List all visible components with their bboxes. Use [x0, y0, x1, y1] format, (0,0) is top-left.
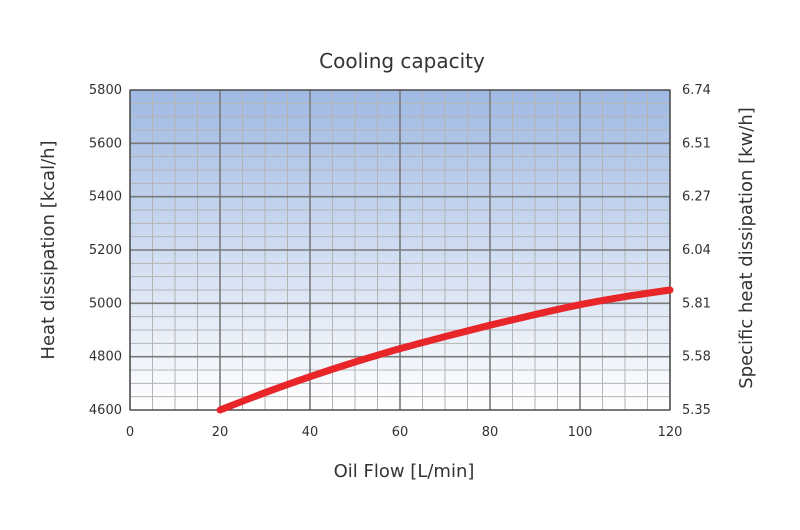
y2-tick-label: 6.27: [682, 190, 711, 205]
y2-tick-label: 5.81: [682, 296, 711, 311]
x-tick-label: 20: [212, 425, 229, 440]
x-tick-labels: 0 20 40 60 80 100 120: [126, 425, 683, 440]
x-tick-label: 80: [482, 425, 499, 440]
x-tick-label: 100: [568, 425, 593, 440]
y2-tick-labels: 5.35 5.58 5.81 6.04 6.27 6.51 6.74: [682, 83, 711, 418]
x-tick-label: 40: [302, 425, 319, 440]
x-tick-label: 60: [392, 425, 409, 440]
y-tick-label: 5000: [89, 296, 122, 311]
y-tick-label: 5600: [89, 136, 122, 151]
y2-tick-label: 6.51: [682, 136, 711, 151]
series-layer: [216, 286, 674, 414]
y-tick-labels: 4600 4800 5000 5200 5400 5600 5800: [89, 83, 122, 418]
y-tick-label: 5800: [89, 83, 122, 98]
chart-title: Cooling capacity: [319, 49, 485, 73]
y-tick-label: 5400: [89, 190, 122, 205]
y-tick-label: 4600: [89, 403, 122, 418]
series-line: [216, 286, 674, 414]
y2-tick-label: 6.74: [682, 83, 711, 98]
y-axis-label: Heat dissipation [kcal/h]: [38, 140, 59, 359]
y-tick-label: 5200: [89, 243, 122, 258]
y-tick-label: 4800: [89, 350, 122, 365]
y2-tick-label: 6.04: [682, 243, 711, 258]
x-tick-label: 120: [658, 425, 683, 440]
y2-axis-label: Specific heat dissipation [kw/h]: [736, 107, 757, 389]
plot-frame: [129, 89, 671, 411]
y2-tick-label: 5.35: [682, 403, 711, 418]
y2-tick-label: 5.58: [682, 350, 711, 365]
x-tick-label: 0: [126, 425, 134, 440]
x-axis-label: Oil Flow [L/min]: [334, 461, 475, 482]
